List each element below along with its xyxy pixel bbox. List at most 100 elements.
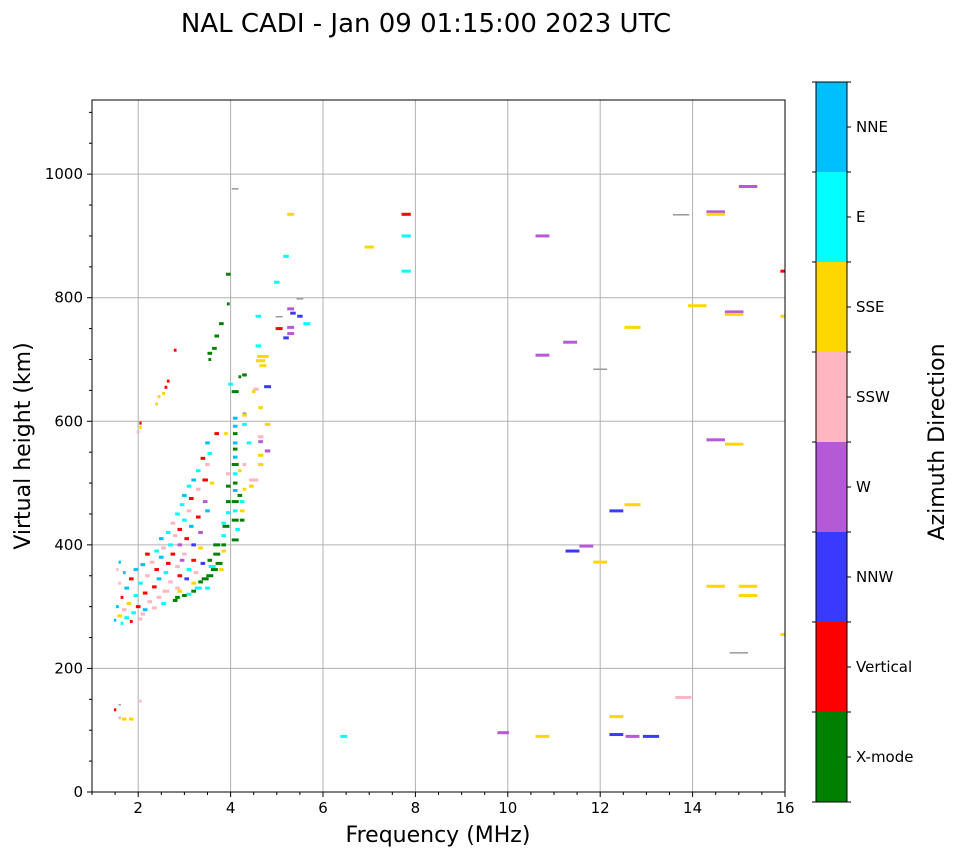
data-point bbox=[208, 358, 212, 361]
data-point bbox=[242, 413, 247, 417]
data-point bbox=[182, 493, 187, 497]
data-point bbox=[246, 441, 252, 445]
data-point bbox=[135, 605, 141, 609]
data-point bbox=[226, 302, 230, 306]
data-point bbox=[191, 558, 196, 562]
data-point bbox=[156, 577, 162, 581]
data-point bbox=[255, 314, 262, 318]
y-tick-label: 0 bbox=[73, 783, 83, 801]
data-point bbox=[198, 546, 203, 550]
data-point bbox=[198, 580, 203, 584]
data-point bbox=[780, 314, 785, 318]
data-point bbox=[687, 304, 707, 308]
data-point bbox=[186, 592, 192, 596]
data-point bbox=[136, 430, 140, 434]
data-point bbox=[138, 581, 143, 585]
data-point bbox=[179, 503, 185, 507]
data-point bbox=[116, 605, 119, 609]
data-point bbox=[118, 560, 121, 564]
data-point bbox=[182, 594, 187, 598]
data-point bbox=[221, 543, 226, 547]
data-point bbox=[117, 614, 123, 618]
data-point bbox=[213, 543, 221, 547]
x-axis-ticks: 2 4 6 8 10 12 14 16 bbox=[91, 792, 795, 817]
data-point bbox=[593, 560, 608, 564]
data-point bbox=[208, 564, 216, 568]
data-point bbox=[193, 571, 199, 575]
data-point bbox=[624, 503, 641, 507]
data-point bbox=[163, 571, 169, 575]
data-point bbox=[237, 493, 243, 497]
data-point bbox=[257, 354, 269, 358]
data-point bbox=[214, 432, 220, 436]
data-point bbox=[152, 585, 157, 589]
data-point bbox=[609, 509, 624, 513]
data-point bbox=[297, 314, 303, 318]
data-point bbox=[253, 387, 259, 391]
data-point bbox=[231, 463, 239, 467]
data-point bbox=[207, 351, 213, 355]
y-tick-label: 200 bbox=[54, 659, 83, 677]
data-point bbox=[168, 580, 173, 584]
data-point bbox=[133, 568, 139, 572]
data-point bbox=[242, 487, 247, 491]
data-point bbox=[401, 212, 411, 216]
data-point bbox=[191, 543, 196, 547]
data-point bbox=[232, 432, 238, 436]
data-point bbox=[642, 734, 660, 738]
data-point bbox=[116, 568, 119, 572]
y-axis-ticks: 0 200 400 600 800 1000 bbox=[45, 111, 92, 801]
data-point bbox=[706, 210, 725, 214]
colorbar-tick-label: Vertical bbox=[856, 658, 912, 676]
data-point bbox=[145, 552, 150, 556]
data-point bbox=[191, 581, 196, 585]
data-point bbox=[149, 560, 155, 564]
data-point bbox=[340, 734, 348, 738]
data-point bbox=[239, 509, 245, 513]
colorbar-segment bbox=[816, 532, 847, 622]
data-point bbox=[133, 594, 139, 598]
data-point bbox=[191, 478, 196, 482]
data-point bbox=[198, 531, 203, 534]
data-point bbox=[497, 731, 509, 735]
data-point bbox=[672, 214, 690, 216]
data-point bbox=[212, 346, 217, 350]
data-point bbox=[175, 586, 180, 590]
data-point bbox=[221, 521, 226, 525]
data-point bbox=[179, 558, 185, 562]
colorbar-tick-label: W bbox=[856, 478, 871, 496]
data-point bbox=[214, 334, 220, 338]
data-point bbox=[275, 327, 283, 331]
data-point bbox=[207, 558, 213, 562]
colorbar: X-mode Vertical NNW W SSW SSE E NNE bbox=[812, 81, 913, 803]
data-point bbox=[206, 574, 214, 578]
data-point bbox=[155, 402, 159, 406]
data-point bbox=[225, 484, 231, 488]
data-point bbox=[232, 455, 238, 459]
data-point bbox=[232, 509, 238, 513]
data-point bbox=[729, 652, 749, 654]
data-point bbox=[120, 621, 124, 625]
data-point bbox=[210, 568, 218, 572]
data-point bbox=[706, 438, 725, 442]
data-point bbox=[142, 591, 148, 595]
data-point bbox=[228, 382, 233, 386]
data-point bbox=[177, 589, 183, 593]
data-point bbox=[161, 546, 166, 550]
data-point bbox=[675, 695, 692, 699]
data-point bbox=[242, 422, 247, 426]
data-point bbox=[738, 594, 758, 598]
data-point bbox=[189, 524, 194, 528]
data-point bbox=[219, 568, 224, 572]
data-point bbox=[182, 518, 187, 522]
data-point bbox=[287, 307, 295, 311]
data-point bbox=[120, 595, 124, 599]
x-tick-label: 14 bbox=[683, 799, 702, 817]
data-point bbox=[242, 412, 247, 414]
colorbar-tick-label: SSW bbox=[856, 388, 890, 406]
data-point bbox=[283, 254, 289, 258]
data-point bbox=[170, 552, 176, 556]
data-point bbox=[249, 478, 259, 482]
data-point bbox=[118, 716, 122, 720]
y-axis-label: Virtual height (km) bbox=[11, 342, 36, 549]
